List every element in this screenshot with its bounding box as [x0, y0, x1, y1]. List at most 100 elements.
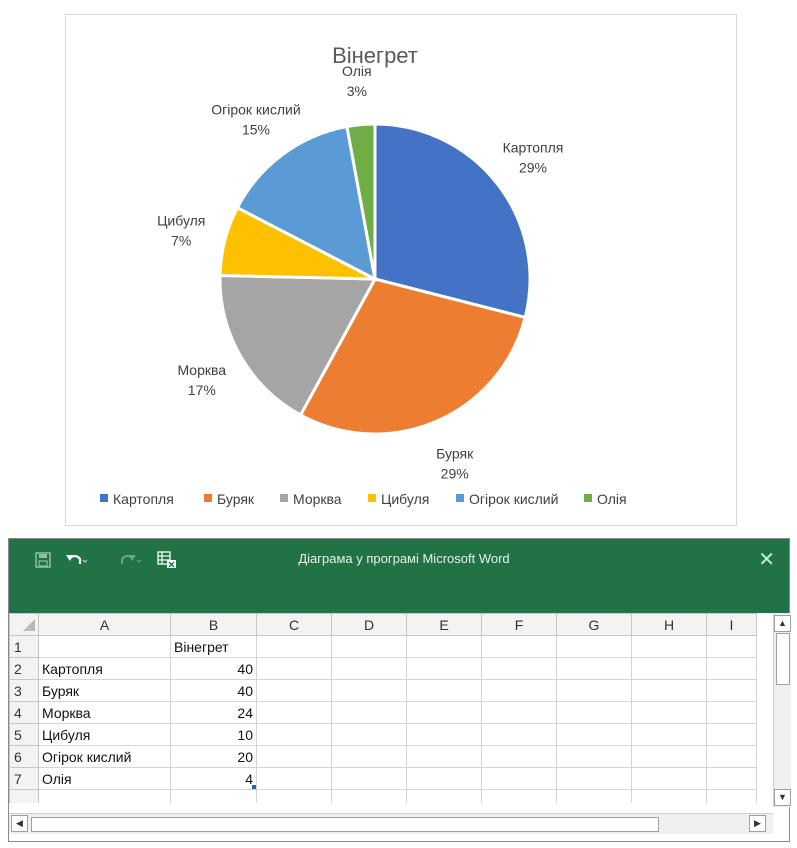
column-header[interactable]: A: [38, 613, 171, 636]
vertical-scroll-thumb[interactable]: [776, 633, 790, 685]
scroll-right-icon[interactable]: ▶: [749, 815, 766, 832]
cell-b[interactable]: 24: [170, 701, 257, 724]
empty-cell[interactable]: [481, 789, 557, 803]
empty-cell[interactable]: [631, 745, 707, 768]
empty-cell[interactable]: [331, 745, 407, 768]
empty-cell[interactable]: [38, 789, 171, 803]
empty-cell[interactable]: [706, 657, 757, 680]
row-header[interactable]: 4: [9, 701, 39, 724]
cell-a[interactable]: Олія: [38, 767, 171, 790]
empty-cell[interactable]: [556, 679, 632, 702]
empty-cell[interactable]: [706, 745, 757, 768]
empty-cell[interactable]: [556, 701, 632, 724]
column-header[interactable]: I: [706, 613, 757, 636]
empty-cell[interactable]: [631, 679, 707, 702]
cell-b[interactable]: 20: [170, 745, 257, 768]
empty-cell[interactable]: [256, 745, 332, 768]
column-header[interactable]: E: [406, 613, 482, 636]
fill-handle[interactable]: [252, 785, 256, 789]
edit-data-icon[interactable]: [157, 549, 177, 571]
horizontal-scrollbar[interactable]: ◀ ▶: [9, 813, 773, 834]
empty-cell[interactable]: [331, 767, 407, 790]
empty-cell[interactable]: [256, 723, 332, 746]
cell-a[interactable]: Буряк: [38, 679, 171, 702]
cell-b[interactable]: 40: [170, 657, 257, 680]
empty-cell[interactable]: [631, 635, 707, 658]
empty-cell[interactable]: [256, 657, 332, 680]
empty-cell[interactable]: [406, 679, 482, 702]
redo-icon[interactable]: [119, 549, 141, 571]
empty-cell[interactable]: [331, 789, 407, 803]
empty-cell[interactable]: [556, 789, 632, 803]
scroll-down-icon[interactable]: ▼: [774, 789, 791, 806]
empty-cell[interactable]: [556, 723, 632, 746]
row-header[interactable]: 3: [9, 679, 39, 702]
cell-b[interactable]: 10: [170, 723, 257, 746]
cell-a[interactable]: [38, 635, 171, 658]
empty-cell[interactable]: [481, 635, 557, 658]
empty-cell[interactable]: [706, 767, 757, 790]
empty-cell[interactable]: [406, 789, 482, 803]
empty-cell[interactable]: [406, 745, 482, 768]
horizontal-scroll-thumb[interactable]: [31, 817, 659, 832]
column-header[interactable]: F: [481, 613, 557, 636]
empty-cell[interactable]: [631, 723, 707, 746]
empty-cell[interactable]: [631, 657, 707, 680]
empty-cell[interactable]: [256, 701, 332, 724]
cell-b[interactable]: Вінегрет: [170, 635, 257, 658]
empty-cell[interactable]: [631, 767, 707, 790]
empty-cell[interactable]: [481, 679, 557, 702]
empty-cell[interactable]: [706, 723, 757, 746]
empty-cell[interactable]: [556, 635, 632, 658]
save-icon[interactable]: [35, 549, 51, 571]
empty-cell[interactable]: [481, 701, 557, 724]
empty-cell[interactable]: [331, 723, 407, 746]
row-header[interactable]: 2: [9, 657, 39, 680]
empty-cell[interactable]: [406, 723, 482, 746]
empty-cell[interactable]: [406, 767, 482, 790]
column-header[interactable]: B: [170, 613, 257, 636]
scroll-left-icon[interactable]: ◀: [11, 815, 28, 832]
empty-cell[interactable]: [406, 701, 482, 724]
empty-cell[interactable]: [556, 767, 632, 790]
empty-cell[interactable]: [481, 657, 557, 680]
empty-cell[interactable]: [481, 767, 557, 790]
cell-b[interactable]: 40: [170, 679, 257, 702]
empty-cell[interactable]: [256, 767, 332, 790]
empty-cell[interactable]: [331, 679, 407, 702]
empty-cell[interactable]: [256, 679, 332, 702]
vertical-scrollbar[interactable]: ▲ ▼: [773, 613, 791, 807]
column-header[interactable]: D: [331, 613, 407, 636]
empty-cell[interactable]: [706, 701, 757, 724]
column-header[interactable]: C: [256, 613, 332, 636]
empty-cell[interactable]: [406, 635, 482, 658]
cell-a[interactable]: Огірок кислий: [38, 745, 171, 768]
empty-cell[interactable]: [556, 657, 632, 680]
empty-cell[interactable]: [331, 701, 407, 724]
empty-cell[interactable]: [9, 789, 39, 803]
empty-cell[interactable]: [706, 789, 757, 803]
empty-cell[interactable]: [631, 701, 707, 724]
row-header[interactable]: 5: [9, 723, 39, 746]
row-header[interactable]: 1: [9, 635, 39, 658]
scroll-up-icon[interactable]: ▲: [774, 615, 791, 632]
close-button[interactable]: ✕: [758, 549, 775, 571]
cell-a[interactable]: Цибуля: [38, 723, 171, 746]
select-all-corner[interactable]: [9, 613, 39, 636]
empty-cell[interactable]: [406, 657, 482, 680]
cell-a[interactable]: Картопля: [38, 657, 171, 680]
empty-cell[interactable]: [331, 657, 407, 680]
empty-cell[interactable]: [706, 635, 757, 658]
cell-a[interactable]: Морква: [38, 701, 171, 724]
empty-cell[interactable]: [631, 789, 707, 803]
empty-cell[interactable]: [481, 723, 557, 746]
empty-cell[interactable]: [706, 679, 757, 702]
row-header[interactable]: 7: [9, 767, 39, 790]
empty-cell[interactable]: [256, 789, 332, 803]
column-header[interactable]: G: [556, 613, 632, 636]
undo-icon[interactable]: [65, 549, 87, 571]
empty-cell[interactable]: [170, 789, 257, 803]
column-header[interactable]: H: [631, 613, 707, 636]
empty-cell[interactable]: [556, 745, 632, 768]
row-header[interactable]: 6: [9, 745, 39, 768]
